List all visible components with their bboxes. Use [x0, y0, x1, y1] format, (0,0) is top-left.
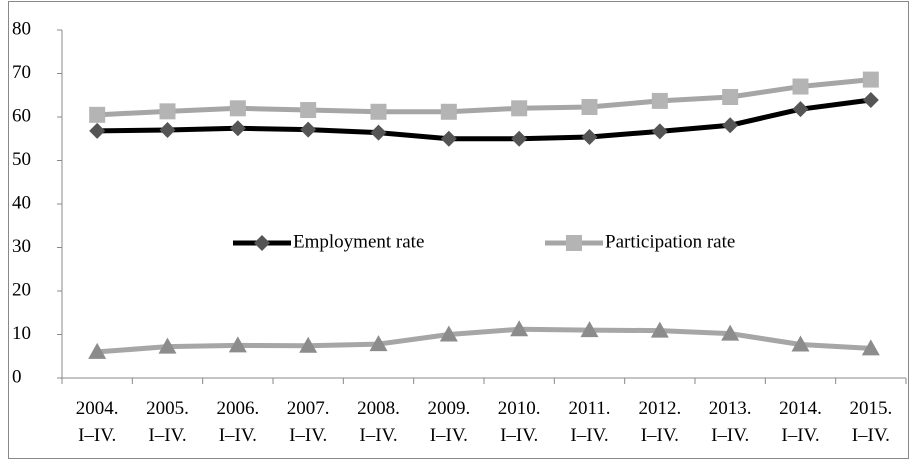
marker: [158, 337, 177, 354]
marker: [580, 321, 599, 338]
marker: [440, 130, 457, 147]
x-tick-label: 2004. I–IV.: [75, 398, 119, 446]
marker: [370, 124, 387, 141]
legend-label: Employment rate: [293, 231, 424, 252]
y-tick-label: 80: [12, 18, 31, 39]
marker: [89, 122, 106, 139]
series-line: [97, 97, 872, 142]
marker: [861, 339, 880, 356]
marker: [228, 336, 247, 353]
marker: [229, 100, 246, 117]
y-tick-label: 70: [12, 62, 31, 83]
marker: [581, 129, 598, 146]
y-tick-label: 50: [12, 149, 31, 170]
chart-frame: [8, 1, 909, 459]
marker: [369, 335, 388, 352]
y-tick-label: 0: [12, 366, 22, 387]
x-tick-label: 2012. I–IV.: [638, 398, 682, 446]
series-line: [96, 326, 871, 355]
x-tick-label: 2005. I–IV.: [146, 398, 189, 446]
y-tick-label: 10: [12, 323, 31, 344]
marker: [510, 320, 529, 337]
x-tick-label: 2007. I–IV.: [286, 398, 330, 446]
marker: [791, 335, 810, 352]
x-tick-label: 2009. I–IV.: [427, 398, 471, 446]
y-tick-label: 20: [12, 279, 31, 300]
marker: [651, 92, 668, 109]
marker: [792, 101, 809, 118]
marker: [650, 321, 669, 338]
legend-label: Participation rate: [605, 231, 735, 252]
y-tick-label: 30: [12, 236, 31, 257]
x-tick-label: 2008. I–IV.: [357, 398, 400, 446]
marker: [300, 121, 317, 138]
x-tick-label: 2010. I–IV.: [497, 398, 541, 446]
marker: [792, 78, 809, 95]
marker: [299, 336, 318, 353]
marker: [88, 342, 107, 359]
y-tick-label: 40: [12, 192, 31, 213]
marker: [581, 98, 598, 115]
marker: [862, 92, 879, 109]
marker: [159, 103, 176, 120]
x-tick-label: 2011. I–IV.: [568, 398, 611, 446]
marker: [651, 123, 668, 140]
marker: [722, 88, 739, 105]
y-tick-label: 60: [12, 105, 31, 126]
marker: [370, 103, 387, 120]
legend-marker: [254, 235, 270, 251]
series-line: [97, 77, 872, 118]
marker: [722, 117, 739, 134]
marker: [511, 100, 528, 117]
marker: [229, 120, 246, 137]
x-tick-label: 2015. I–IV.: [849, 398, 893, 446]
marker: [439, 325, 458, 342]
x-tick-label: 2013. I–IV.: [708, 398, 752, 446]
marker: [862, 71, 879, 88]
x-tick-label: 2014. I–IV.: [779, 398, 822, 446]
marker: [721, 324, 740, 341]
marker: [300, 102, 317, 119]
marker: [89, 106, 106, 123]
marker: [511, 130, 528, 147]
marker: [159, 122, 176, 139]
marker: [440, 103, 457, 120]
x-tick-label: 2006. I–IV.: [216, 398, 260, 446]
legend-marker: [566, 235, 582, 251]
